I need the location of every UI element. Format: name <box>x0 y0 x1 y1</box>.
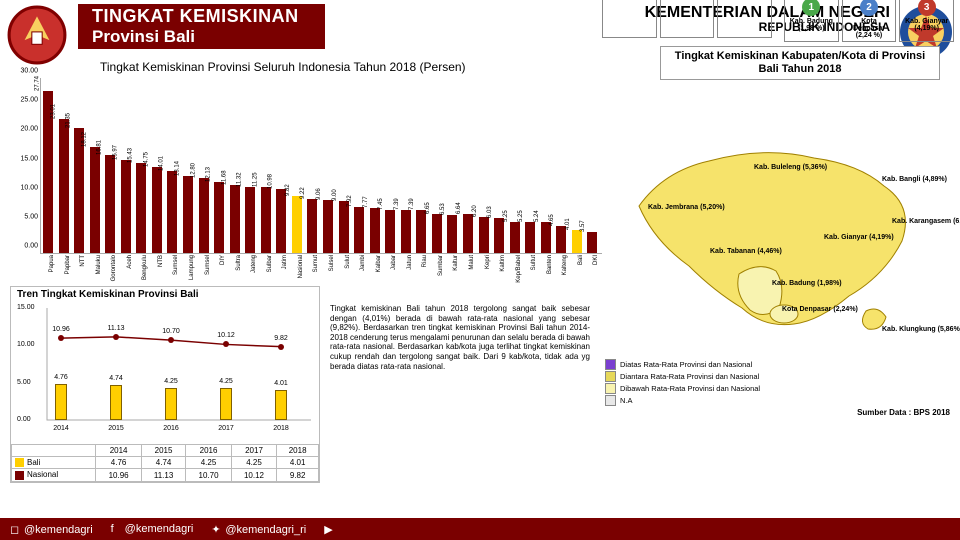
map-region-label: Kota Denpasar (2,24%) <box>782 306 858 313</box>
bali-map: Kab. Buleleng (5,36%) Kab. Jembrana (5,20… <box>614 76 954 356</box>
nat-bar: 23.01 <box>59 119 69 253</box>
nat-bar: 7.77 <box>370 208 380 253</box>
nat-bar: 11.32 <box>245 187 255 253</box>
nat-bar: 12.13 <box>214 182 224 253</box>
nat-bar: 6.53 <box>447 215 457 253</box>
instagram-icon: ◻ <box>10 523 24 536</box>
nat-bar: 7.39 <box>401 210 411 253</box>
map-legend: Diatas Rata-Rata Provinsi dan NasionalDi… <box>605 358 950 417</box>
nat-bar: 3.57 <box>587 232 597 253</box>
social-yt[interactable]: ▶ <box>324 523 338 536</box>
nat-bar: 7.39 <box>416 210 426 253</box>
nat-bar: 5.25 <box>510 222 520 253</box>
map-region-label: Kab. Klungkung (5,86%) <box>882 326 960 333</box>
social-tw[interactable]: ✦@kemendagri_ri <box>211 523 306 536</box>
trend-bar <box>275 390 287 420</box>
footer: ◻@kemendagri f@kemendagri ✦@kemendagri_r… <box>0 518 960 540</box>
nat-bar: 21.35 <box>74 128 84 253</box>
nat-bar: 9.06 <box>323 200 333 253</box>
trend-bar <box>220 388 232 420</box>
title-line-1: TINGKAT KEMISKINAN <box>92 6 299 27</box>
nat-bar: 14.01 <box>167 171 177 253</box>
social-fb[interactable]: f@kemendagri <box>111 523 194 535</box>
nat-bar: 15.43 <box>136 163 146 253</box>
legend-row: N.A <box>605 395 950 406</box>
nat-bar: 16.81 <box>105 155 115 253</box>
nat-bar: 6.64 <box>463 214 473 253</box>
rank-cell: 1Kab. Badung(1,98 %) <box>784 0 839 42</box>
nat-bar: 13.14 <box>183 176 193 253</box>
twitter-icon: ✦ <box>211 523 225 536</box>
legend-row: Dibawah Rata-Rata Provinsi dan Nasional <box>605 383 950 394</box>
map-region-label: Kab. Tabanan (4,46%) <box>710 248 782 255</box>
nat-bar: 5.25 <box>525 222 535 253</box>
nat-bar: 11.68 <box>230 185 240 253</box>
social-ig[interactable]: ◻@kemendagri <box>10 523 93 536</box>
legend-row: Diantara Rata-Rata Provinsi dan Nasional <box>605 371 950 382</box>
map-region-label: Kab. Bangli (4,89%) <box>882 176 947 183</box>
nat-bar: 4.01 <box>572 230 582 253</box>
trend-bar <box>110 385 122 420</box>
nat-bar: 12.80 <box>199 178 209 253</box>
nat-bar: 10.98 <box>276 189 286 253</box>
map-region-label: Kab. Badung (1,98%) <box>772 280 842 287</box>
nat-bar: 18.12 <box>90 147 100 253</box>
analysis-text: Tingkat kemiskinan Bali tahun 2018 tergo… <box>330 304 590 371</box>
map-region-label: Kab. Jembrana (5,20%) <box>648 204 725 211</box>
rank-cell: 3Kab. Gianyar(4,19%) <box>899 0 954 42</box>
nat-bar: 6.20 <box>479 217 489 253</box>
rank-cell: 2Kota Denpasar(2,24 %) <box>842 0 897 42</box>
garuda-emblem <box>6 4 68 66</box>
trend-bar <box>55 384 67 420</box>
national-bar-chart: 0.005.0010.0015.0020.0025.0030.0027.74Pa… <box>12 78 602 278</box>
nat-bar: 11.25 <box>261 187 271 253</box>
legend-row: Diatas Rata-Rata Provinsi dan Nasional <box>605 359 950 370</box>
nat-bar: 14.75 <box>152 167 162 253</box>
nat-bar: 9.00 <box>339 201 349 254</box>
title-block: TINGKAT KEMISKINAN Provinsi Bali <box>68 0 645 49</box>
data-source: Sumber Data : BPS 2018 <box>605 408 950 417</box>
nat-bar: 7.45 <box>385 210 395 253</box>
nat-bar: 7.92 <box>354 207 364 253</box>
map-region-label: Kab. Buleleng (5,36%) <box>754 164 827 171</box>
nat-bar: 6.03 <box>494 218 504 253</box>
nat-bar: 15.97 <box>121 160 131 253</box>
facebook-icon: f <box>111 523 125 535</box>
map-region-label: Kab. Karangasem (6,28%) <box>892 218 960 225</box>
map-region-label: Kab. Gianyar (4,19%) <box>824 234 894 241</box>
nat-bar: 9.22 <box>307 199 317 253</box>
ranking-section: 3 Kab/Kota Dengan Tingkat Kemiskinan Dia… <box>602 0 954 42</box>
trend-title: Tren Tingkat Kemiskinan Provinsi Bali <box>11 287 319 302</box>
trend-chart-box: Tren Tingkat Kemiskinan Provinsi Bali 0.… <box>10 286 320 483</box>
nat-bar: 9.82 <box>292 196 302 253</box>
trend-data-table: 20142015201620172018Bali4.764.744.254.25… <box>11 444 319 482</box>
nat-bar: 6.65 <box>432 214 442 253</box>
nat-bar: 5.24 <box>541 222 551 253</box>
youtube-icon: ▶ <box>324 523 338 536</box>
trend-bar <box>165 388 177 420</box>
title-line-2: Provinsi Bali <box>92 27 299 47</box>
